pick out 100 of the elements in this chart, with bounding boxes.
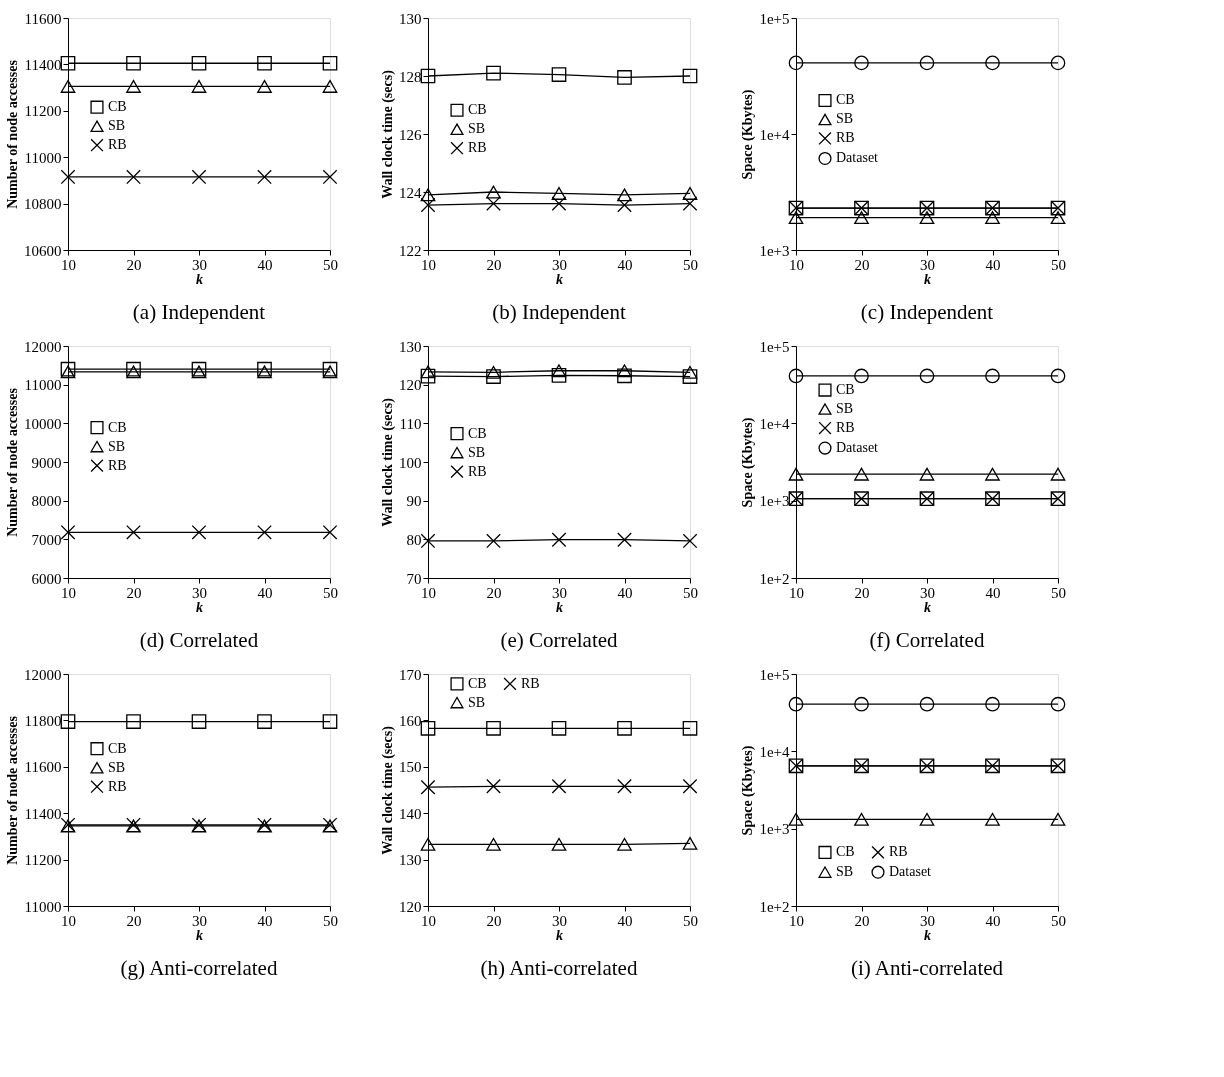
legend-label: CB [108,419,127,435]
y-tick-label: 11400 [24,805,62,822]
x-tick-label: 20 [854,256,870,273]
x-tick-label: 50 [323,584,338,601]
y-tick-label: 128 [399,68,422,85]
y-tick-label: 1e+2 [759,898,790,915]
x-tick-label: 40 [257,912,273,929]
x-axis-title: k [556,599,563,615]
x-axis-title: k [196,927,203,943]
y-tick-label: 11600 [24,10,62,27]
y-tick-label: 11000 [24,377,62,394]
legend-label: RB [889,844,908,860]
y-tick-label: 90 [406,493,422,510]
y-tick-label: 130 [399,338,422,355]
y-tick-label: 12000 [24,338,62,355]
y-tick-label: 10000 [24,415,62,432]
y-tick-label: 11200 [24,852,62,869]
x-tick-label: 10 [789,912,804,929]
x-tick-label: 20 [126,256,142,273]
x-tick-label: 30 [192,256,207,273]
x-tick-label: 30 [552,912,567,929]
y-tick-label: 1e+5 [759,338,790,355]
y-tick-label: 130 [399,10,422,27]
x-tick-label: 50 [1051,584,1066,601]
y-tick-label: 110 [399,415,422,432]
legend-label: CB [468,102,487,118]
x-tick-label: 40 [617,584,633,601]
text: (a) Independent [132,300,266,324]
y-tick-label: 11000 [24,149,62,166]
y-tick-label: 130 [399,852,422,869]
legend-label: SB [108,759,126,775]
y-axis-title: Number of node accesses [5,715,20,865]
legend-label: CB [468,675,487,691]
y-tick-label: 10600 [24,242,62,259]
x-tick-label: 10 [789,256,804,273]
legend-label: CB [836,844,855,860]
x-axis-title: k [556,271,563,287]
y-tick-label: 11600 [24,759,62,776]
legend-label: SB [108,438,126,454]
text: (f) Correlated [869,628,985,652]
x-tick-label: 10 [61,584,76,601]
y-tick-label: 170 [399,666,422,683]
x-tick-label: 10 [421,584,436,601]
legend-label: SB [108,118,126,134]
legend-label: RB [836,130,855,146]
x-tick-label: 30 [192,912,207,929]
legend-label: CB [836,92,855,108]
x-tick-label: 40 [617,256,633,273]
legend-label: RB [108,137,127,153]
y-tick-label: 160 [399,712,422,729]
text: (i) Anti-correlated [850,956,1004,980]
y-tick-label: 11400 [24,56,62,73]
y-tick-label: 1e+2 [759,570,790,587]
y-axis-title: Space (Kbytes) [740,745,757,836]
legend-label: RB [836,420,855,436]
x-axis-title: k [196,271,203,287]
x-tick-label: 30 [920,912,935,929]
y-tick-label: 70 [406,570,422,587]
legend-label: SB [468,694,486,710]
x-tick-label: 10 [61,912,76,929]
y-tick-label: 1e+3 [759,493,790,510]
legend-label: Dataset [836,150,879,166]
x-tick-label: 30 [920,256,935,273]
y-tick-label: 150 [399,759,422,776]
legend-label: Dataset [889,864,932,880]
x-tick-label: 20 [854,912,870,929]
x-tick-label: 40 [985,912,1001,929]
y-tick-label: 140 [399,805,422,822]
text: (b) Independent [492,300,626,324]
y-tick-label: 80 [406,531,422,548]
y-tick-label: 11800 [24,712,62,729]
x-axis-title: k [556,927,563,943]
y-tick-label: 7000 [31,531,62,548]
x-axis-title: k [924,599,931,615]
x-tick-label: 20 [854,584,870,601]
x-tick-label: 10 [421,256,436,273]
x-axis-title: k [196,599,203,615]
x-tick-label: 10 [61,256,76,273]
x-tick-label: 20 [126,584,142,601]
x-tick-label: 10 [421,912,436,929]
y-tick-label: 11000 [24,898,62,915]
y-tick-label: 1e+4 [759,415,790,432]
y-axis-title: Wall clock time (secs) [380,725,396,855]
x-axis-title: k [924,271,931,287]
x-tick-label: 30 [552,584,567,601]
x-tick-label: 30 [552,256,567,273]
x-tick-label: 40 [985,584,1001,601]
legend-label: CB [108,740,127,756]
legend-label: CB [836,382,855,398]
x-axis-title: k [924,927,931,943]
y-tick-label: 122 [399,242,422,259]
y-tick-label: 126 [399,126,422,143]
legend-label: CB [108,99,127,115]
x-tick-label: 50 [683,584,698,601]
y-tick-label: 1e+3 [759,821,790,838]
y-tick-label: 1e+3 [759,242,790,259]
x-tick-label: 20 [126,912,142,929]
legend-label: RB [108,778,127,794]
y-tick-label: 6000 [31,570,62,587]
legend-label: RB [468,140,487,156]
